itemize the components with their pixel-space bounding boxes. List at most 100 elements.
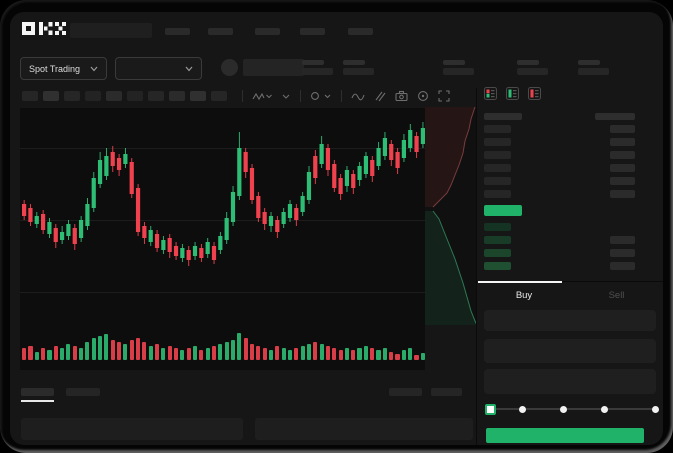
toolbar-tile[interactable] [127,91,143,101]
toolbar-tile[interactable] [43,91,59,101]
slider-handle[interactable] [484,404,496,415]
fullscreen-icon[interactable] [438,90,450,102]
active-tab-underline [21,400,54,402]
trade-tabs: Buy Sell [478,281,663,308]
book-asks-icon[interactable] [528,86,541,100]
tab-sell-label: Sell [608,289,625,301]
ask-size-skeleton [484,151,511,159]
bottom-action-skeleton [389,388,422,396]
line-tool-icon[interactable] [351,90,365,102]
stat-value-skeleton [443,68,474,75]
amount-input-skeleton[interactable] [484,339,656,363]
ask-total-skeleton [610,190,635,198]
candlestick-chart[interactable] [20,108,425,370]
stat-label-skeleton [302,60,324,65]
bottom-action-skeleton [431,388,462,396]
interval-icon[interactable] [252,90,272,102]
divider [341,90,342,102]
chart-toolbar [242,90,450,102]
stat-value-skeleton [578,68,609,75]
divider [300,90,301,102]
pair-name-skeleton [243,59,304,76]
toolbar-tile[interactable] [169,91,185,101]
orders-panel-skeleton [21,418,243,440]
indicators-icon[interactable] [310,90,332,102]
bid-size-skeleton [484,223,511,231]
stat-value-skeleton [343,68,374,75]
slider-stop[interactable] [518,405,526,413]
ask-size-skeleton [484,164,511,172]
settings-icon[interactable] [417,90,429,102]
toolbar-tile[interactable] [64,91,80,101]
bottom-tab-skeleton[interactable] [66,388,100,396]
book-bids-icon[interactable] [506,86,519,100]
toolbar-tile[interactable] [211,91,227,101]
bid-size-skeleton [484,249,511,257]
book-both-icon[interactable] [484,86,497,100]
total-input-skeleton[interactable] [484,369,656,394]
nav-item-skeleton [300,28,325,35]
tab-buy[interactable]: Buy [478,282,570,308]
compare-tool-icon[interactable] [374,90,386,102]
stat-label-skeleton [578,60,600,65]
toolbar-tile-skeletons [10,90,240,102]
nav-item-skeleton [255,28,280,35]
coin-avatar-skeleton [221,59,238,76]
toolbar-tile[interactable] [106,91,122,101]
ask-size-skeleton [484,125,511,133]
okx-logo-icon [22,22,66,35]
active-tab-indicator [478,281,562,283]
ask-total-skeleton [610,125,635,133]
bid-total-skeleton [610,236,635,244]
orderbook-col-header-skeleton [595,113,635,120]
volume-bars [20,333,425,362]
bid-total-skeleton [610,262,635,270]
title-skeleton [70,23,152,38]
price-input-skeleton[interactable] [484,310,656,331]
app-window: Spot Trading [10,12,663,445]
bottom-tab-active-skeleton[interactable] [21,388,54,396]
slider-stop[interactable] [560,405,568,413]
candles-layer [22,122,425,266]
nav-item-skeleton [165,28,190,35]
toolbar-tile[interactable] [22,91,38,101]
gridline [20,292,425,293]
chevron-down-icon [90,66,98,71]
chart-type-icon[interactable] [281,90,291,102]
ask-size-skeleton [484,190,511,198]
orderbook-view-toggles [484,86,541,100]
stat-value-skeleton [517,68,548,75]
ask-total-skeleton [610,138,635,146]
ask-rows [484,125,635,206]
ask-size-skeleton [484,177,511,185]
amount-slider[interactable] [484,404,659,415]
ask-total-skeleton [610,164,635,172]
bid-rows [484,223,635,278]
divider [242,90,243,102]
toolbar-tile[interactable] [85,91,101,101]
toolbar-tile[interactable] [190,91,206,101]
pair-selector-dropdown[interactable] [115,57,202,80]
camera-icon[interactable] [395,90,408,102]
bid-size-skeleton [484,236,511,244]
orderbook-col-header-skeleton [484,113,522,120]
last-price-indicator [484,205,522,216]
stat-label-skeleton [343,60,365,65]
tab-sell[interactable]: Sell [570,282,663,308]
nav-skeleton-items [10,28,663,36]
toolbar-tile[interactable] [148,91,164,101]
panel-divider [476,88,477,445]
stat-value-skeleton [302,68,333,75]
slider-stop[interactable] [651,405,659,413]
slider-stop[interactable] [600,405,608,413]
nav-item-skeleton [348,28,373,35]
market-type-selector[interactable]: Spot Trading [20,57,107,80]
ask-total-skeleton [610,151,635,159]
gridline [20,220,425,221]
ask-total-skeleton [610,177,635,185]
buy-submit-button[interactable] [486,428,644,443]
okx-logo[interactable] [22,22,66,36]
depth-chart [425,107,477,325]
gridline [20,148,425,149]
tab-buy-label: Buy [515,289,533,301]
